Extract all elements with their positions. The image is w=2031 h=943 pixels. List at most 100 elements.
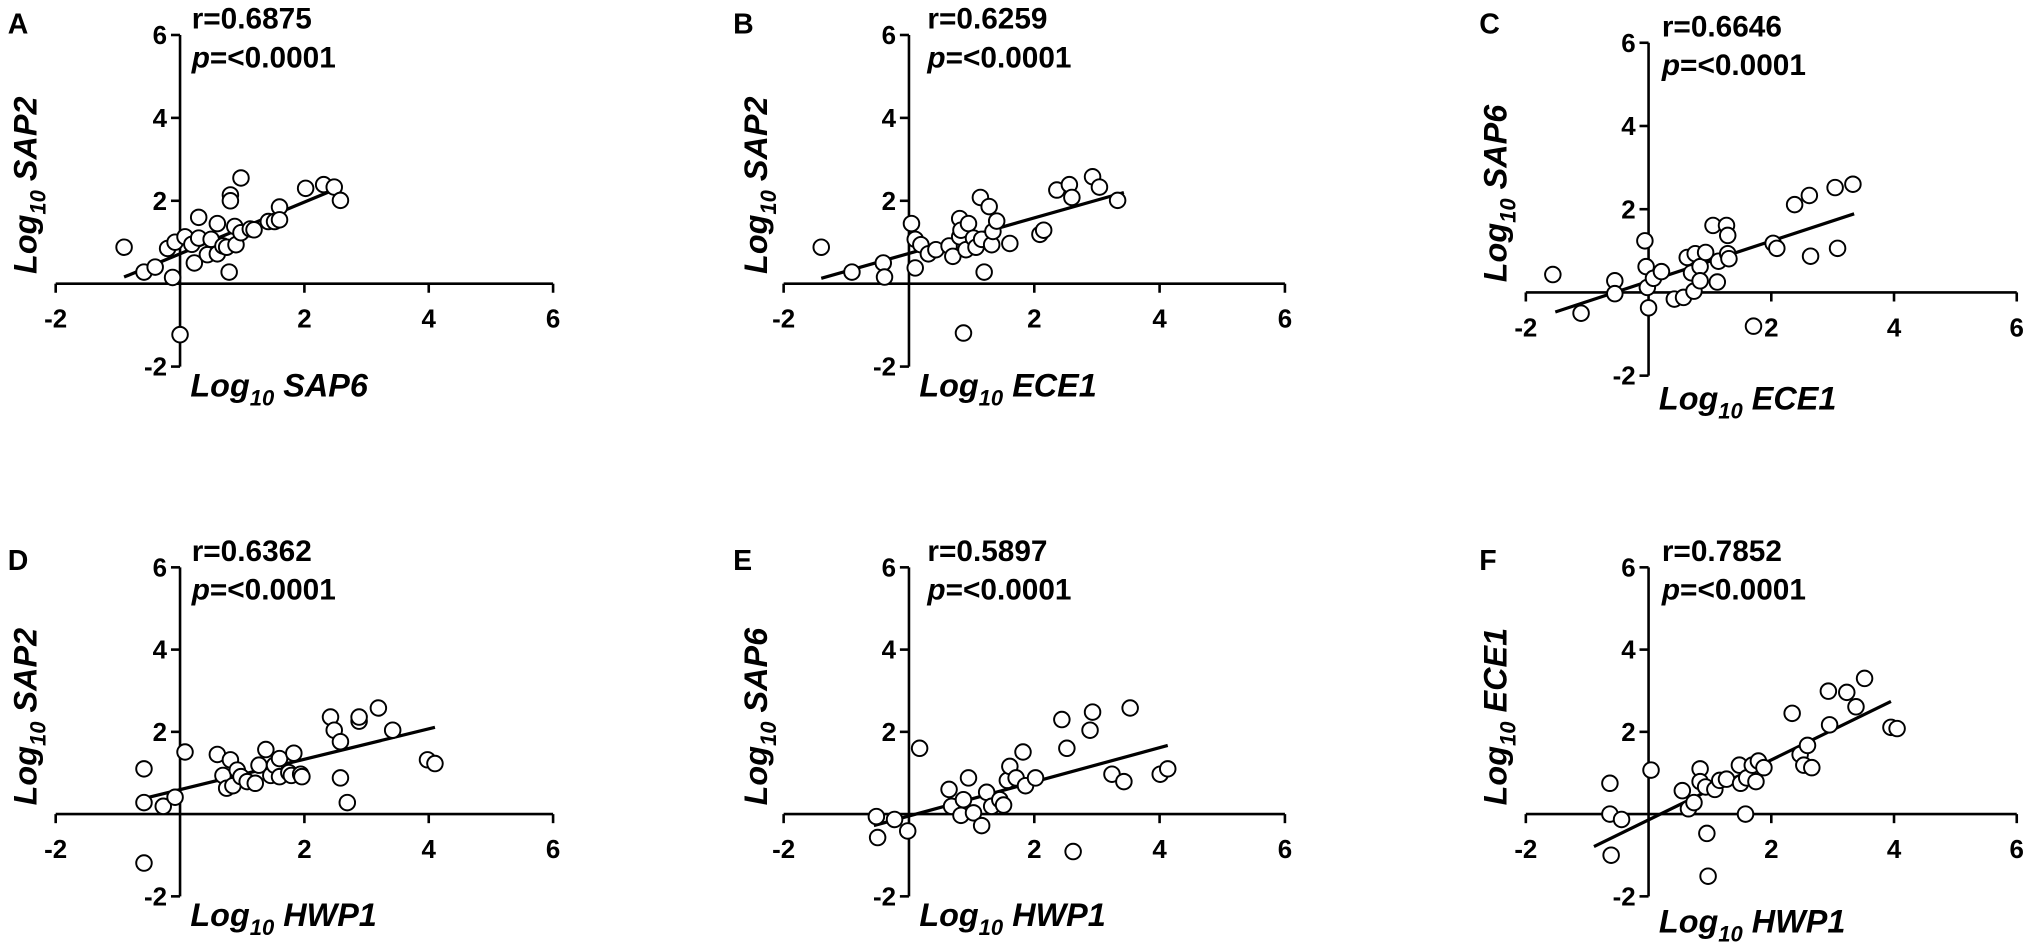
panel-letter: F	[1479, 545, 1496, 577]
p-rest: =<0.0001	[946, 41, 1072, 74]
point	[166, 788, 184, 806]
point	[1058, 739, 1076, 758]
point	[1708, 273, 1727, 291]
point	[1800, 186, 1819, 205]
p-rest: =<0.0001	[1680, 49, 1806, 82]
panel-letter: C	[1479, 9, 1500, 41]
point	[245, 221, 263, 239]
label-name: ECE1	[1012, 367, 1097, 403]
point	[1685, 793, 1703, 812]
x-axis-label: Log10 SAP6	[190, 367, 368, 410]
x-axis-label: Log10 HWP1	[919, 897, 1105, 940]
point	[1053, 710, 1071, 729]
point	[1108, 191, 1127, 210]
label-name: SAP6	[738, 627, 774, 713]
y-tick-label: 2	[153, 188, 167, 216]
point	[331, 191, 350, 210]
x-axis-label: Log10 HWP1	[190, 897, 376, 940]
point	[135, 854, 153, 872]
label-subscript: 10	[250, 915, 275, 940]
label-subscript: 10	[1495, 721, 1520, 746]
p-rest: =<0.0001	[210, 574, 336, 607]
point	[902, 214, 921, 233]
point	[369, 699, 388, 717]
point	[296, 179, 315, 198]
p-annotation: p=<0.0001	[191, 41, 336, 74]
point	[208, 214, 227, 233]
point	[257, 740, 275, 759]
y-tick-label: 6	[153, 554, 167, 582]
point	[987, 212, 1006, 230]
x-tick-label: 6	[2010, 314, 2024, 342]
p-symbol: p	[191, 574, 210, 607]
point	[972, 816, 991, 835]
panel-letter: A	[8, 9, 29, 41]
x-tick-label: 2	[297, 836, 311, 864]
point	[959, 769, 978, 787]
point	[285, 744, 303, 762]
point	[135, 760, 153, 778]
x-tick-label: 4	[1887, 314, 1902, 342]
point	[1064, 842, 1082, 861]
x-tick-label: -2	[1514, 836, 1537, 864]
x-tick-label: -2	[772, 306, 795, 334]
x-tick-label: -2	[772, 836, 795, 864]
point	[1001, 234, 1019, 253]
y-axis-label: Log10 ECE1	[1477, 628, 1520, 805]
p-symbol: p	[1661, 574, 1680, 607]
p-symbol: p	[926, 41, 945, 74]
x-tick-label: 4	[422, 836, 437, 864]
point	[171, 325, 189, 344]
x-tick-label: 2	[1027, 306, 1041, 334]
x-axis-label: Log10 ECE1	[1659, 380, 1836, 423]
p-symbol: p	[1661, 49, 1680, 82]
y-axis-label: Log10 SAP2	[7, 97, 50, 274]
point	[220, 263, 238, 281]
point	[1636, 232, 1654, 250]
y-tick-label: 4	[882, 637, 897, 665]
label-base: Log	[919, 367, 979, 403]
y-tick-label: 4	[882, 105, 897, 133]
point	[1699, 867, 1717, 885]
point	[1819, 682, 1838, 700]
label-base: Log	[190, 897, 250, 933]
label-base: Log	[1477, 746, 1513, 806]
point	[1736, 805, 1755, 823]
y-tick-label: 4	[1621, 113, 1636, 141]
label-name: HWP1	[1752, 904, 1846, 940]
label-base: Log	[190, 367, 250, 403]
x-tick-label: -2	[44, 306, 67, 334]
y-axis-label: Log10 SAP2	[738, 97, 781, 274]
y-tick-label: 6	[153, 22, 167, 50]
label-name: SAP6	[283, 367, 369, 403]
point	[1755, 758, 1773, 777]
label-base: Log	[738, 214, 774, 274]
point	[1720, 249, 1738, 268]
r-annotation: r=0.6259	[927, 3, 1047, 36]
x-tick-label: 6	[546, 836, 560, 864]
p-rest: =<0.0001	[1680, 574, 1806, 607]
x-axis-label: Log10 ECE1	[919, 367, 1096, 410]
point	[1888, 719, 1906, 738]
point	[338, 793, 357, 812]
label-base: Log	[7, 746, 43, 806]
y-tick-label: -2	[873, 354, 896, 382]
p-annotation: p=<0.0001	[926, 41, 1071, 74]
point	[331, 732, 350, 751]
point	[954, 790, 973, 809]
point	[910, 739, 929, 758]
point	[1601, 774, 1619, 793]
p-rest: =<0.0001	[210, 41, 336, 74]
point	[1801, 247, 1820, 265]
point	[1642, 761, 1660, 779]
point	[1602, 846, 1620, 864]
p-annotation: p=<0.0001	[926, 574, 1071, 607]
point	[1844, 175, 1862, 193]
point	[185, 254, 204, 272]
r-annotation: r=0.6875	[192, 3, 312, 36]
point	[1717, 770, 1736, 788]
panel-letter: D	[8, 545, 29, 577]
